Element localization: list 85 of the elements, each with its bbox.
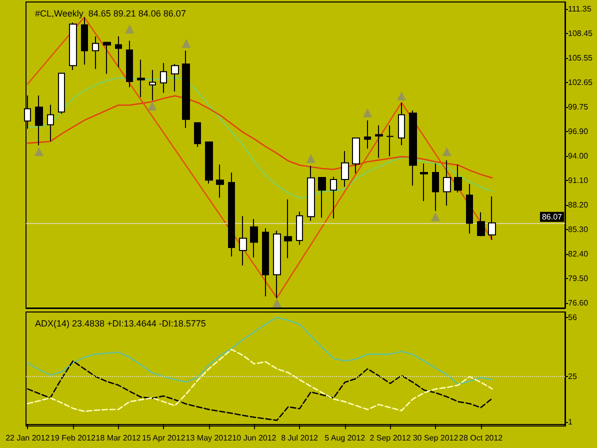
- line-series: [26, 348, 493, 412]
- candlestick: [239, 216, 247, 266]
- text: #CL,Weekly 84.65 89.21 84.06 86.07: [35, 8, 186, 18]
- candlestick: [364, 120, 371, 150]
- line-series: [26, 76, 493, 199]
- candlestick: [432, 163, 439, 212]
- candlestick: [454, 164, 462, 193]
- candlestick: [443, 160, 451, 206]
- y-tick-label: 94.00: [568, 151, 589, 160]
- text: ADX(14) 23.4838 +DI:13.4644 -DI:18.5775: [35, 318, 206, 328]
- candlestick: [47, 104, 54, 142]
- x-tick-label: 19 Feb 2012: [50, 434, 96, 442]
- candlestick: [69, 22, 77, 70]
- candlestick: [35, 94, 43, 146]
- candlestick: [420, 163, 428, 202]
- line-series: [26, 316, 493, 385]
- y-tick-label: 108.45: [568, 29, 594, 38]
- y-tick-label: 85.30: [568, 224, 589, 234]
- y-tick-label: 82.40: [568, 249, 589, 258]
- candlestick: [182, 50, 190, 129]
- candlestick: [171, 63, 179, 92]
- y-tick-label: 111.35: [568, 4, 592, 14]
- x-tick-label: 15 Apr 2012: [142, 434, 186, 442]
- ref-line-label: 86.07: [542, 212, 563, 222]
- y-tick-label: 79.50: [568, 274, 589, 283]
- x-tick-label: 5 Aug 2012: [324, 434, 366, 442]
- candlestick: [488, 196, 496, 240]
- y-tick-label: 1: [568, 418, 573, 427]
- candlestick: [205, 141, 213, 184]
- y-tick-label: 25: [568, 372, 578, 382]
- x-tick-label: 13 May 2012: [186, 434, 233, 442]
- y-tick-label: 91.10: [568, 176, 589, 185]
- candlestick: [409, 110, 417, 186]
- candlestick: [398, 102, 405, 146]
- candlestick: [216, 164, 224, 198]
- candlestick: [477, 212, 485, 237]
- candlestick: [466, 183, 473, 234]
- candlestick: [284, 198, 292, 259]
- x-tick-label: 28 Oct 2012: [459, 434, 504, 442]
- candlestick: [115, 36, 122, 68]
- candlestick: [149, 69, 156, 101]
- candlestick: [307, 165, 315, 222]
- y-tick-label: 105.55: [568, 54, 594, 63]
- point: [397, 91, 406, 100]
- candlestick: [58, 72, 65, 114]
- candlestick: [296, 211, 303, 246]
- y-tick-label: 88.20: [568, 200, 589, 210]
- candlestick: [126, 40, 133, 88]
- y-tick-label: 56: [568, 313, 578, 322]
- x-tick-label: 18 Mar 2012: [96, 434, 142, 442]
- candlestick: [352, 138, 360, 174]
- candlestick: [341, 150, 349, 188]
- x-tick-label: 30 Sep 2012: [412, 434, 459, 442]
- point: [431, 212, 440, 222]
- x-tick-label: 2 Sep 2012: [370, 434, 412, 442]
- candlestick: [262, 228, 269, 297]
- candlestick: [375, 124, 383, 158]
- candlestick: [81, 16, 88, 66]
- point: [125, 24, 134, 34]
- point: [34, 147, 44, 156]
- x-tick-label: 8 Jul 2012: [281, 434, 319, 442]
- candlestick: [137, 59, 145, 98]
- point: [182, 38, 191, 48]
- candlestick: [386, 124, 394, 157]
- point: [148, 101, 157, 110]
- point: [442, 147, 452, 156]
- y-tick-label: 99.75: [568, 102, 589, 112]
- candlestick: [318, 176, 326, 218]
- point: [363, 108, 372, 118]
- candlestick: [92, 36, 99, 70]
- point: [306, 154, 316, 163]
- y-tick-label: 102.65: [568, 78, 594, 88]
- point: [272, 298, 282, 308]
- candlestick: [103, 41, 111, 74]
- line-series: [26, 95, 493, 178]
- candlestick: [250, 218, 258, 258]
- candlestick: [273, 230, 281, 298]
- y-tick-label: 96.90: [568, 126, 589, 136]
- x-tick-label: 22 Jan 2012: [6, 434, 50, 442]
- x-tick-label: 10 Jun 2012: [232, 434, 277, 442]
- candlestick: [160, 62, 167, 94]
- candlestick: [330, 176, 337, 219]
- candlestick: [194, 122, 201, 148]
- candlestick: [228, 172, 235, 258]
- y-tick-label: 76.60: [568, 298, 589, 308]
